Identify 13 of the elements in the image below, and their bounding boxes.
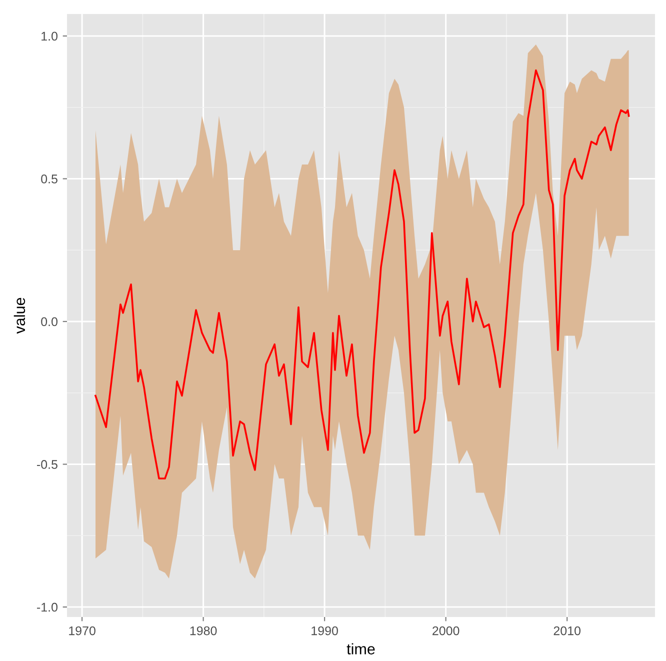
x-tick-label: 1990 [312,626,338,636]
x-tick-label: 2010 [554,626,580,636]
x-tick-label: 1970 [69,626,96,636]
x-tick-label: 2000 [432,626,460,636]
y-tick-label: 1.0 [42,32,58,41]
y-tick-label: 0.5 [41,174,58,184]
y-axis-title: value [14,298,26,334]
y-tick-label: 0.0 [41,317,58,326]
x-axis-title: time [346,643,375,654]
x-tick-label: 1980 [190,626,217,636]
y-tick-label: -1.0 [36,602,58,612]
line-series [94,69,630,480]
y-tick-label: -0.5 [36,460,58,469]
